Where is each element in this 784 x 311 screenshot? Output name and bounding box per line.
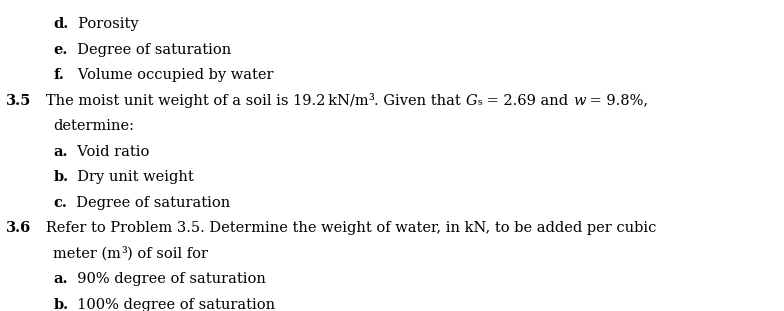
- Text: b.: b.: [53, 298, 68, 311]
- Text: ₛ: ₛ: [477, 94, 482, 108]
- Text: 3.5: 3.5: [6, 94, 31, 108]
- Text: ³: ³: [122, 247, 127, 261]
- Text: d.: d.: [53, 17, 68, 31]
- Text: . Given that: . Given that: [374, 94, 466, 108]
- Text: Porosity: Porosity: [68, 17, 138, 31]
- Text: Refer to Problem 3.5. Determine the weight of water, in kN, to be added per cubi: Refer to Problem 3.5. Determine the weig…: [31, 221, 656, 235]
- Text: a.: a.: [53, 145, 67, 159]
- Text: Degree of saturation: Degree of saturation: [67, 43, 231, 57]
- Text: Volume occupied by water: Volume occupied by water: [64, 68, 274, 82]
- Text: 100% degree of saturation: 100% degree of saturation: [68, 298, 275, 311]
- Text: = 2.69 and: = 2.69 and: [482, 94, 573, 108]
- Text: Void ratio: Void ratio: [67, 145, 149, 159]
- Text: a.: a.: [53, 272, 67, 286]
- Text: 3.6: 3.6: [6, 221, 31, 235]
- Text: 90% degree of saturation: 90% degree of saturation: [67, 272, 266, 286]
- Text: G: G: [466, 94, 477, 108]
- Text: ) of soil for: ) of soil for: [127, 247, 208, 261]
- Text: meter (m: meter (m: [53, 247, 122, 261]
- Text: The moist unit weight of a soil is 19.2 kN/m: The moist unit weight of a soil is 19.2 …: [31, 94, 368, 108]
- Text: c.: c.: [53, 196, 67, 210]
- Text: determine:: determine:: [53, 119, 134, 133]
- Text: Degree of saturation: Degree of saturation: [67, 196, 230, 210]
- Text: b.: b.: [53, 170, 68, 184]
- Text: = 9.8%,: = 9.8%,: [586, 94, 648, 108]
- Text: Dry unit weight: Dry unit weight: [68, 170, 194, 184]
- Text: w: w: [573, 94, 586, 108]
- Text: e.: e.: [53, 43, 67, 57]
- Text: f.: f.: [53, 68, 64, 82]
- Text: ³: ³: [368, 94, 374, 108]
